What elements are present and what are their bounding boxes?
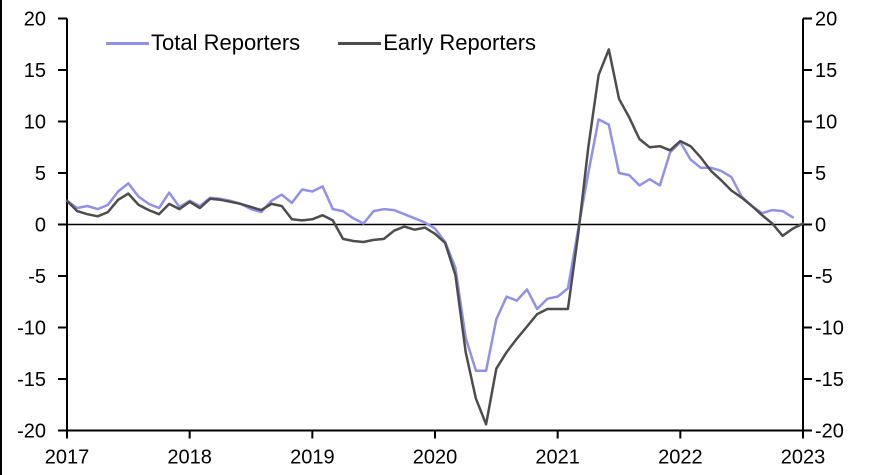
y-tick-label-right: -5 (815, 266, 833, 288)
y-tick-label-right: -20 (815, 421, 844, 443)
y-tick-label-right: -15 (815, 369, 844, 391)
x-tick-label: 2017 (45, 447, 90, 469)
x-tick-label: 2018 (167, 447, 212, 469)
legend-item-early-reporters: Early Reporters (338, 30, 536, 56)
y-tick-label-left: -20 (17, 421, 46, 443)
y-tick-label-right: 15 (815, 60, 837, 82)
y-tick-label-right: 0 (815, 215, 826, 237)
y-tick-label-left: 10 (24, 112, 46, 134)
x-tick-label: 2023 (781, 447, 826, 469)
legend-item-total-reporters: Total Reporters (106, 30, 300, 56)
legend: Total Reporters Early Reporters (106, 30, 536, 56)
x-tick-label: 2019 (290, 447, 335, 469)
y-tick-label-left: 20 (24, 9, 46, 31)
y-tick-label-left: -15 (17, 369, 46, 391)
y-tick-label-left: 5 (35, 163, 46, 185)
legend-label-early-reporters: Early Reporters (383, 30, 537, 55)
y-tick-label-left: 15 (24, 60, 46, 82)
y-tick-label-right: 20 (815, 9, 837, 31)
y-tick-label-left: -10 (17, 318, 46, 340)
legend-label-total-reporters: Total Reporters (151, 30, 301, 55)
x-tick-label: 2021 (535, 447, 580, 469)
y-tick-label-left: 0 (35, 215, 46, 237)
y-tick-label-right: 5 (815, 163, 826, 185)
y-tick-label-right: 10 (815, 112, 837, 134)
x-tick-label: 2020 (413, 447, 458, 469)
x-tick-label: 2022 (658, 447, 703, 469)
y-tick-label-right: -10 (815, 318, 844, 340)
axes (58, 17, 812, 439)
series-lines (65, 48, 805, 426)
early-reporters-line (65, 48, 805, 426)
early-reporters-line-swatch (338, 41, 382, 45)
total-reporters-line-swatch (106, 41, 149, 45)
y-tick-label-left: -5 (28, 266, 46, 288)
total-reporters-line (65, 118, 795, 373)
